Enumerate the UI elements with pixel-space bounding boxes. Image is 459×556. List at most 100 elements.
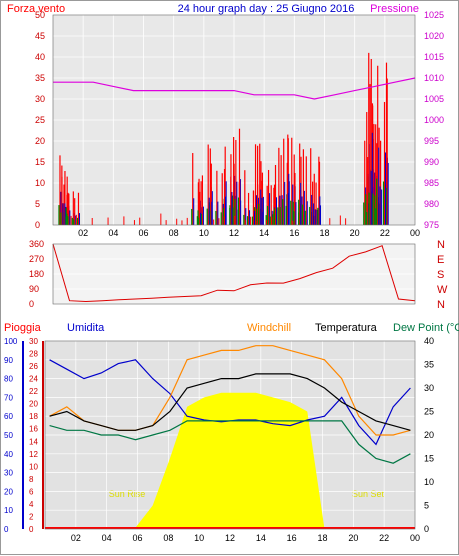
x-tick-label: 04	[108, 228, 118, 238]
solar-radiation-area	[49, 392, 411, 529]
pressure-y-tick: 995	[424, 136, 439, 146]
rain-y-tick: 18	[29, 412, 38, 421]
legend-rain: Pioggia	[4, 322, 42, 334]
direction-panel-border	[52, 243, 416, 305]
pressure-y-tick: 1015	[424, 52, 444, 62]
dewpoint-line	[49, 420, 411, 464]
rain-y-tick: 0	[29, 525, 34, 534]
x-tick-label: 12	[229, 228, 239, 238]
x-tick-label: 16	[289, 228, 299, 238]
x-tick-label-bottom: 02	[71, 533, 81, 543]
compass-label: E	[437, 254, 444, 266]
direction-y-tick: 270	[29, 254, 44, 264]
temp-y-tick: 30	[424, 383, 434, 393]
rain-y-tick: 24	[29, 375, 38, 384]
wind-y-tick: 0	[35, 220, 40, 230]
wind-y-tick: 15	[35, 157, 45, 167]
direction-line	[52, 243, 416, 303]
wind-y-tick: 25	[35, 115, 45, 125]
rain-y-tick: 26	[29, 362, 38, 371]
x-tick-label-bottom: 20	[348, 533, 358, 543]
page-title: 24 hour graph day : 25 Giugno 2016	[178, 3, 355, 15]
temp-y-tick: 35	[424, 360, 434, 370]
rain-y-tick: 20	[29, 400, 38, 409]
direction-y-tick: 360	[29, 239, 44, 249]
pressure-y-tick: 1005	[424, 94, 444, 104]
rain-y-tick: 30	[29, 337, 38, 346]
x-tick-label-bottom: 00	[410, 533, 420, 543]
legend-dewpoint: Dew Point (°C	[393, 322, 459, 334]
x-tick-label-bottom: 08	[163, 533, 173, 543]
rain-y-tick: 16	[29, 425, 38, 434]
sunset-label: Sun Set	[352, 489, 385, 499]
temp-y-tick: 0	[424, 524, 429, 534]
rain-y-tick: 28	[29, 350, 38, 359]
humidity-y-tick: 50	[4, 431, 13, 440]
rain-y-tick: 6	[29, 487, 34, 496]
humidity-y-tick: 40	[4, 450, 13, 459]
rain-y-tick: 4	[29, 500, 34, 509]
humidity-y-tick: 0	[4, 525, 9, 534]
rain-y-tick: 14	[29, 437, 38, 446]
x-tick-label: 02	[78, 228, 88, 238]
humidity-y-tick: 70	[4, 393, 13, 402]
temp-y-tick: 10	[424, 477, 434, 487]
temp-y-tick: 25	[424, 407, 434, 417]
wind-y-tick: 50	[35, 10, 45, 20]
pressure-y-tick: 985	[424, 178, 439, 188]
compass-label: W	[437, 284, 448, 296]
humidity-y-tick: 90	[4, 356, 13, 365]
x-tick-label-bottom: 12	[225, 533, 235, 543]
pressure-y-tick: 1025	[424, 10, 444, 20]
rain-y-tick: 8	[29, 475, 34, 484]
x-tick-label-bottom: 04	[102, 533, 112, 543]
x-tick-label-bottom: 18	[317, 533, 327, 543]
pressure-y-tick: 1020	[424, 31, 444, 41]
humidity-y-tick: 100	[4, 337, 18, 346]
x-tick-label: 22	[380, 228, 390, 238]
x-tick-label: 14	[259, 228, 269, 238]
wind-panel-border	[52, 14, 416, 226]
wind-y-tick: 10	[35, 178, 45, 188]
temp-y-tick: 20	[424, 430, 434, 440]
x-tick-label-bottom: 14	[256, 533, 266, 543]
pressure-line	[53, 77, 416, 100]
wind-y-tick: 35	[35, 73, 45, 83]
pressure-y-tick: 980	[424, 199, 439, 209]
temp-y-tick: 15	[424, 454, 434, 464]
direction-y-tick: 180	[29, 269, 44, 279]
wind-title: Forza vento	[7, 3, 65, 15]
wind-y-tick: 40	[35, 52, 45, 62]
compass-label: N	[437, 299, 445, 311]
temp-y-tick: 5	[424, 501, 429, 511]
humidity-y-tick: 60	[4, 412, 13, 421]
humidity-y-tick: 30	[4, 469, 13, 478]
x-tick-label-bottom: 16	[287, 533, 297, 543]
wind-y-tick: 5	[35, 199, 40, 209]
temperature-line	[49, 373, 411, 431]
climate-panel-border	[44, 340, 416, 530]
humidity-y-tick: 10	[4, 506, 13, 515]
direction-y-tick: 90	[29, 284, 39, 294]
pressure-y-tick: 975	[424, 220, 439, 230]
pressure-y-tick: 990	[424, 157, 439, 167]
wind-y-tick: 45	[35, 31, 45, 41]
pressure-title: Pressione	[370, 3, 419, 15]
x-tick-label: 20	[350, 228, 360, 238]
compass-label: S	[437, 269, 444, 281]
legend-windchill: Windchill	[247, 322, 291, 334]
x-tick-label: 10	[199, 228, 209, 238]
x-tick-label-bottom: 22	[379, 533, 389, 543]
x-tick-label: 00	[410, 228, 420, 238]
pressure-y-tick: 1010	[424, 73, 444, 83]
x-tick-label: 06	[138, 228, 148, 238]
x-tick-label: 08	[169, 228, 179, 238]
temp-y-tick: 40	[424, 336, 434, 346]
direction-y-tick: 0	[29, 299, 34, 309]
rain-y-tick: 12	[29, 450, 38, 459]
x-tick-label: 18	[319, 228, 329, 238]
pressure-y-tick: 1000	[424, 115, 444, 125]
humidity-y-tick: 20	[4, 487, 13, 496]
